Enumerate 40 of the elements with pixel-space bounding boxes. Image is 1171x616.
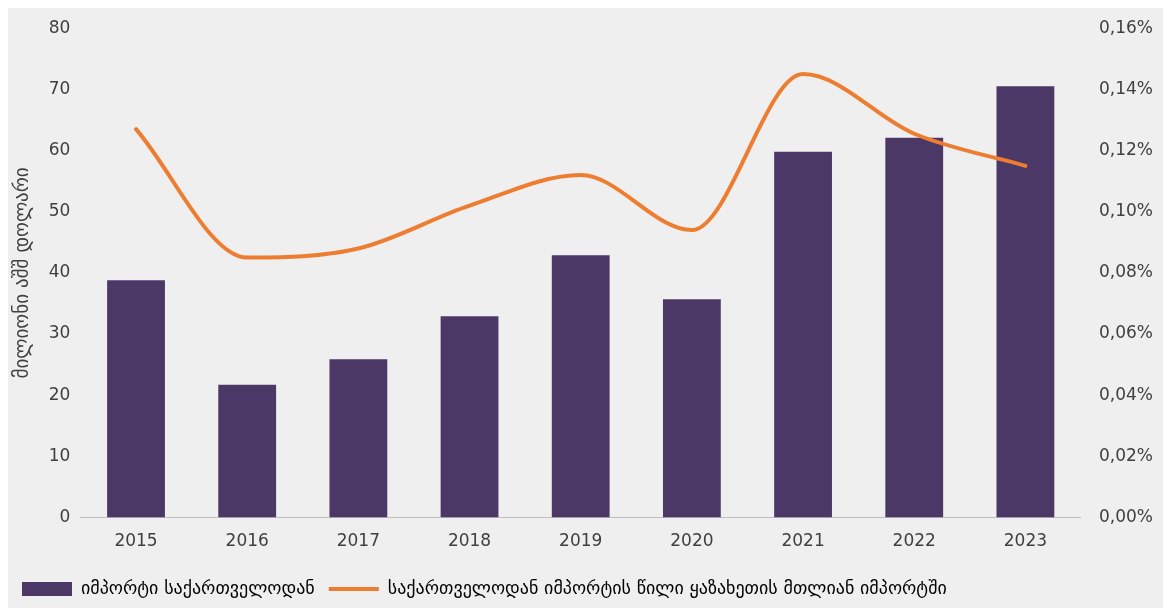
bar [885, 137, 944, 518]
y-tick-label: 50 [48, 200, 71, 221]
y-tick-label: 60 [48, 138, 71, 159]
x-tick-label: 2021 [781, 530, 825, 551]
y2-tick-label: 0,02% [1099, 444, 1154, 465]
x-tick-label: 2017 [336, 530, 380, 551]
y-axis-title: მილიონი აშშ დოლარი [10, 167, 34, 379]
x-tick-label: 2022 [892, 530, 936, 551]
y2-tick-label: 0,12% [1099, 138, 1154, 159]
bar [662, 299, 721, 518]
y2-tick-label: 0,06% [1099, 322, 1154, 343]
y-tick-label: 20 [48, 383, 71, 404]
x-tick-label: 2016 [225, 530, 269, 551]
y-tick-label: 0 [59, 506, 71, 527]
line-series [134, 72, 1028, 260]
bar [329, 359, 388, 518]
bar [996, 86, 1055, 518]
bar [774, 151, 832, 518]
y-tick-label: 30 [48, 322, 71, 343]
y-tick-label: 80 [48, 16, 71, 37]
x-tick-label: 2019 [559, 530, 603, 551]
y-tick-label: 10 [48, 444, 71, 465]
y2-tick-label: 0,14% [1099, 77, 1154, 98]
x-tick-label: 2023 [1003, 530, 1048, 551]
y2-tick-label: 0,16% [1099, 16, 1154, 37]
bar [551, 255, 610, 518]
y-tick-label: 40 [48, 261, 71, 282]
bar [107, 280, 165, 518]
x-tick-label: 2020 [670, 530, 714, 551]
bar [440, 316, 499, 518]
y2-tick-label: 0,00% [1099, 506, 1154, 527]
x-tick-label: 2015 [114, 530, 158, 551]
bar [218, 384, 277, 518]
y-tick-label: 70 [48, 77, 71, 98]
legend-label: იმპორტი საქართველოდან [81, 576, 315, 598]
x-tick-label: 2018 [447, 530, 492, 551]
y2-tick-label: 0,10% [1099, 200, 1154, 221]
y2-tick-label: 0,04% [1099, 383, 1154, 404]
y2-tick-label: 0,08% [1099, 261, 1154, 282]
legend-label: საქართველოდან იმპორტის წილი ყაზახეთის მთლიან იმპორტში [387, 576, 947, 598]
